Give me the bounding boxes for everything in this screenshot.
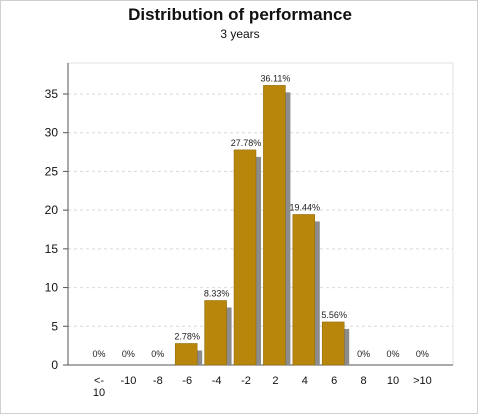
data-label: 0%	[416, 349, 429, 359]
x-tick-label: 6	[331, 375, 337, 387]
data-label: 0%	[151, 349, 164, 359]
x-tick-label: 10	[387, 375, 399, 387]
y-tick-label: 5	[51, 319, 58, 333]
chart-title: Distribution of performance	[128, 5, 352, 24]
x-tick-label: -8	[153, 375, 163, 387]
x-tick-label: -2	[241, 375, 251, 387]
data-label: 8.33%	[204, 288, 230, 298]
data-label: 0%	[357, 349, 370, 359]
x-tick-label: 8	[361, 375, 367, 387]
data-label: 27.78%	[231, 138, 262, 148]
data-label: 19.44%	[290, 202, 321, 212]
bar	[174, 343, 198, 366]
data-label: 0%	[92, 349, 105, 359]
y-tick-label: 25	[45, 164, 59, 178]
x-tick-label: >10	[413, 375, 432, 387]
x-tick-label: -4	[212, 375, 222, 387]
y-tick-label: 20	[45, 203, 59, 217]
data-label: 0%	[386, 349, 399, 359]
data-label: 2.78%	[174, 331, 200, 341]
bar	[233, 149, 257, 366]
x-tick-label: <-	[94, 375, 104, 387]
bar	[321, 321, 345, 366]
data-label: 0%	[122, 349, 135, 359]
x-tick-label: -10	[120, 375, 136, 387]
y-tick-label: 30	[45, 126, 59, 140]
y-tick-label: 10	[45, 281, 59, 295]
bar	[292, 214, 316, 366]
x-tick-label: 2	[272, 375, 278, 387]
bar	[204, 300, 227, 366]
y-tick-label: 35	[45, 87, 59, 101]
chart-subtitle: 3 years	[220, 27, 260, 41]
bar	[263, 85, 286, 366]
y-tick-label: 15	[45, 242, 59, 256]
data-label: 5.56%	[321, 310, 347, 320]
data-label: 36.11%	[260, 73, 290, 83]
x-tick-label: 10	[93, 387, 105, 399]
x-tick-label: 4	[302, 375, 308, 387]
x-tick-label: -6	[182, 375, 192, 387]
y-tick-label: 0	[51, 358, 58, 372]
